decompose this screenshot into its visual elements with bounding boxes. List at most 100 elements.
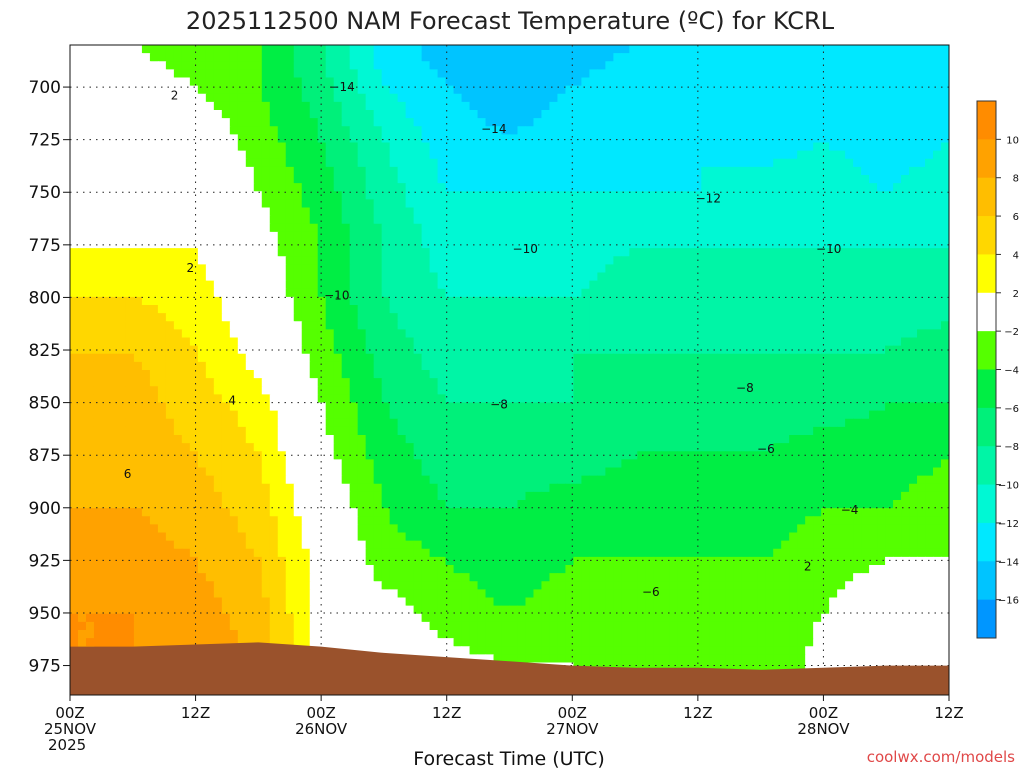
field-cell [669, 296, 678, 306]
field-cell [173, 150, 183, 160]
field-cell [613, 110, 622, 119]
field-cell [845, 101, 854, 111]
field-cell [669, 353, 678, 363]
field-cell [797, 207, 806, 217]
field-cell [789, 296, 798, 306]
field-cell [533, 337, 543, 347]
field-cell [165, 231, 175, 241]
field-cell [189, 313, 199, 322]
field-cell [285, 61, 295, 70]
field-cell [485, 248, 495, 257]
field-cell [765, 183, 774, 192]
field-cell [109, 272, 119, 282]
field-cell [285, 199, 295, 209]
field-cell [829, 69, 838, 79]
field-cell [525, 93, 535, 103]
field-cell [413, 370, 423, 379]
field-cell [717, 223, 726, 233]
field-cell [453, 264, 463, 274]
field-cell [293, 110, 303, 119]
field-cell [941, 378, 949, 387]
field-cell [893, 280, 902, 290]
field-cell [605, 288, 614, 298]
field-cell [589, 402, 598, 412]
field-cell [493, 321, 503, 330]
field-cell [869, 223, 878, 233]
field-cell [325, 264, 335, 274]
field-cell [285, 378, 295, 387]
field-cell [245, 248, 255, 257]
field-cell [677, 248, 686, 257]
field-cell [253, 150, 263, 160]
field-cell [549, 402, 559, 412]
field-cell [621, 53, 630, 62]
field-cell [781, 296, 790, 306]
field-cell [861, 321, 870, 330]
field-cell [749, 386, 758, 395]
field-cell [141, 150, 151, 160]
field-cell [341, 158, 351, 168]
field-cell [109, 223, 119, 233]
field-cell [789, 69, 798, 79]
field-cell [621, 215, 630, 225]
field-cell [157, 166, 167, 176]
field-cell [637, 142, 646, 152]
field-cell [477, 256, 487, 265]
field-cell [733, 370, 742, 379]
field-cell [285, 150, 295, 160]
field-cell [661, 101, 670, 111]
field-cell [389, 101, 399, 111]
field-cell [453, 215, 463, 225]
field-cell [557, 264, 567, 274]
field-cell [589, 272, 598, 282]
field-cell [357, 386, 367, 395]
field-cell [765, 166, 774, 176]
field-cell [261, 77, 271, 87]
field-cell [469, 191, 479, 200]
field-cell [437, 329, 447, 339]
field-cell [821, 337, 830, 347]
field-cell [741, 85, 750, 95]
field-cell [533, 77, 543, 87]
field-cell [453, 85, 463, 95]
field-cell [773, 223, 782, 233]
field-cell [429, 321, 439, 330]
field-cell [77, 215, 87, 225]
field-cell [541, 231, 551, 241]
field-cell [77, 329, 87, 339]
field-cell [941, 77, 949, 87]
field-cell [165, 215, 175, 225]
field-cell [70, 256, 79, 265]
field-cell [557, 240, 567, 249]
field-cell [813, 264, 822, 274]
field-cell [701, 53, 710, 62]
field-cell [141, 321, 151, 330]
field-cell [877, 305, 886, 314]
field-cell [125, 288, 135, 298]
field-cell [437, 248, 447, 257]
field-cell [885, 231, 894, 241]
field-cell [717, 199, 726, 209]
field-cell [701, 272, 710, 282]
field-cell [637, 134, 646, 144]
field-cell [70, 166, 79, 176]
field-cell [909, 142, 918, 152]
field-cell [757, 191, 766, 200]
field-cell [685, 264, 694, 274]
field-cell [869, 272, 878, 282]
field-cell [693, 394, 702, 404]
field-cell [733, 321, 742, 330]
field-cell [501, 101, 511, 111]
field-cell [429, 53, 439, 62]
field-cell [549, 150, 559, 160]
field-cell [693, 69, 702, 79]
field-cell [413, 353, 423, 363]
field-cell [349, 378, 359, 387]
field-cell [197, 296, 207, 306]
field-cell [533, 256, 543, 265]
field-cell [349, 53, 359, 62]
field-cell [301, 394, 311, 404]
field-cell [621, 150, 630, 160]
field-cell [301, 175, 311, 184]
field-cell [165, 394, 175, 404]
